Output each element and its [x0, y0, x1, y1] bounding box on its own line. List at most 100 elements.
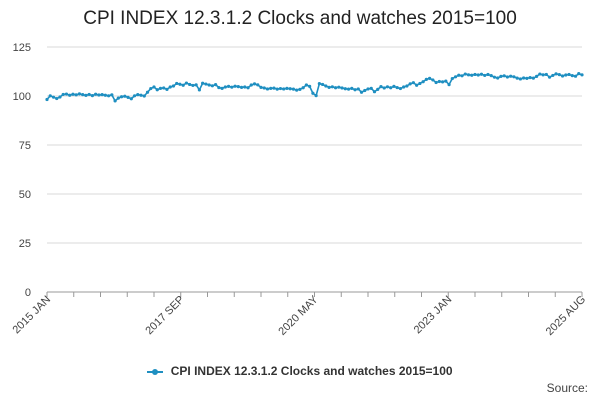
- data-point[interactable]: [457, 73, 461, 77]
- data-point[interactable]: [440, 80, 445, 84]
- data-point[interactable]: [152, 85, 156, 89]
- data-point[interactable]: [321, 82, 325, 87]
- data-point[interactable]: [178, 82, 182, 86]
- data-point[interactable]: [531, 76, 535, 80]
- data-point[interactable]: [220, 86, 224, 90]
- data-point[interactable]: [230, 85, 234, 89]
- data-point[interactable]: [282, 87, 286, 91]
- data-point[interactable]: [155, 88, 159, 92]
- data-point[interactable]: [541, 73, 545, 77]
- data-point[interactable]: [577, 72, 581, 76]
- data-point[interactable]: [398, 86, 403, 91]
- data-point[interactable]: [74, 93, 78, 97]
- data-point[interactable]: [330, 85, 334, 89]
- data-point[interactable]: [476, 73, 480, 77]
- data-point[interactable]: [515, 76, 519, 80]
- data-point[interactable]: [288, 87, 292, 91]
- data-point[interactable]: [522, 76, 526, 80]
- data-point[interactable]: [188, 82, 192, 87]
- data-point[interactable]: [97, 93, 101, 97]
- data-point[interactable]: [175, 81, 179, 86]
- data-point[interactable]: [304, 83, 308, 87]
- data-point[interactable]: [382, 86, 386, 90]
- data-point[interactable]: [489, 74, 493, 78]
- data-point[interactable]: [512, 75, 516, 79]
- data-point[interactable]: [492, 75, 497, 79]
- data-point[interactable]: [100, 93, 104, 97]
- data-point[interactable]: [226, 84, 231, 88]
- data-point[interactable]: [496, 76, 500, 80]
- data-point[interactable]: [223, 85, 227, 89]
- data-point[interactable]: [136, 93, 140, 97]
- data-point[interactable]: [473, 72, 477, 77]
- data-point[interactable]: [158, 86, 163, 90]
- data-point[interactable]: [505, 75, 510, 79]
- data-point[interactable]: [314, 94, 318, 98]
- data-point[interactable]: [68, 93, 72, 97]
- data-point[interactable]: [363, 88, 367, 93]
- data-point[interactable]: [392, 84, 396, 88]
- data-point[interactable]: [431, 78, 435, 82]
- data-point[interactable]: [379, 84, 383, 89]
- data-point[interactable]: [48, 94, 52, 98]
- data-point[interactable]: [84, 93, 88, 98]
- data-point[interactable]: [285, 86, 289, 90]
- data-point[interactable]: [418, 81, 422, 86]
- data-point[interactable]: [560, 74, 565, 78]
- data-point[interactable]: [324, 84, 328, 88]
- data-point[interactable]: [162, 86, 166, 90]
- data-point[interactable]: [437, 79, 441, 84]
- data-point[interactable]: [567, 72, 571, 77]
- data-point[interactable]: [165, 87, 169, 91]
- data-point[interactable]: [405, 84, 409, 88]
- data-point[interactable]: [129, 97, 133, 101]
- data-point[interactable]: [71, 92, 75, 96]
- data-point[interactable]: [376, 87, 380, 91]
- data-point[interactable]: [107, 94, 111, 98]
- data-point[interactable]: [142, 94, 146, 98]
- data-point[interactable]: [369, 86, 373, 90]
- data-point[interactable]: [126, 95, 130, 99]
- data-point[interactable]: [191, 83, 195, 88]
- data-point[interactable]: [518, 77, 522, 81]
- data-point[interactable]: [353, 88, 357, 92]
- data-point[interactable]: [249, 83, 253, 87]
- data-point[interactable]: [194, 83, 198, 87]
- data-point[interactable]: [301, 86, 305, 90]
- data-point[interactable]: [246, 86, 250, 90]
- data-point[interactable]: [94, 92, 98, 96]
- data-point[interactable]: [51, 95, 56, 99]
- data-point[interactable]: [217, 85, 221, 90]
- data-point[interactable]: [333, 86, 338, 90]
- data-point[interactable]: [184, 81, 189, 85]
- data-point[interactable]: [123, 94, 127, 98]
- data-point[interactable]: [77, 92, 82, 96]
- data-point[interactable]: [269, 86, 273, 90]
- data-point[interactable]: [236, 84, 240, 89]
- data-point[interactable]: [327, 85, 331, 89]
- data-point[interactable]: [139, 93, 143, 97]
- data-point[interactable]: [408, 82, 412, 86]
- data-point[interactable]: [486, 72, 490, 77]
- data-point[interactable]: [207, 83, 211, 87]
- data-point[interactable]: [538, 72, 542, 76]
- data-point[interactable]: [291, 87, 296, 91]
- data-point[interactable]: [110, 93, 114, 97]
- data-point[interactable]: [580, 73, 584, 77]
- data-point[interactable]: [311, 91, 315, 95]
- data-point[interactable]: [570, 74, 574, 78]
- data-point[interactable]: [298, 87, 302, 91]
- data-point[interactable]: [171, 84, 176, 88]
- data-point[interactable]: [350, 86, 354, 90]
- data-point[interactable]: [317, 82, 321, 86]
- data-point[interactable]: [385, 85, 390, 89]
- data-point[interactable]: [45, 97, 49, 102]
- data-point[interactable]: [356, 87, 360, 91]
- data-point[interactable]: [424, 77, 428, 81]
- data-point[interactable]: [528, 75, 532, 80]
- data-point[interactable]: [359, 90, 364, 94]
- data-point[interactable]: [453, 75, 458, 79]
- data-point[interactable]: [509, 74, 513, 78]
- data-point[interactable]: [415, 83, 419, 87]
- data-point[interactable]: [395, 85, 399, 90]
